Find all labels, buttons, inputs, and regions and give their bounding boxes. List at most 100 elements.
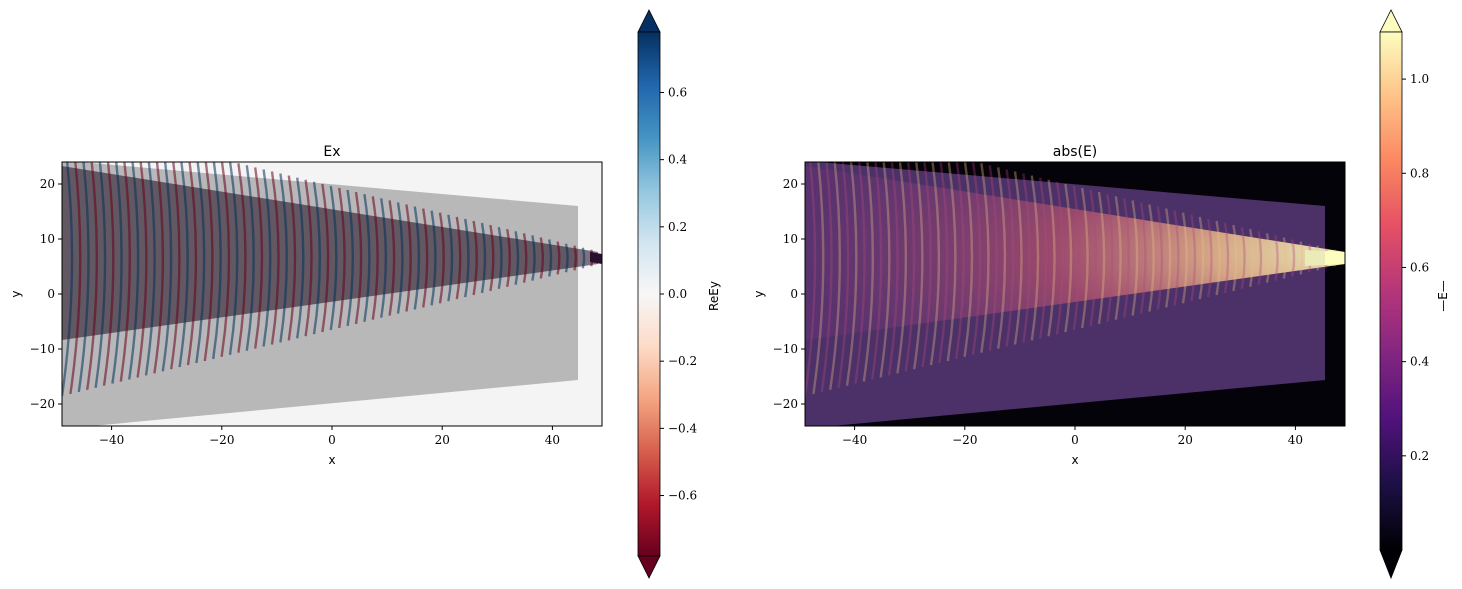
colorbar-tick-label: 0.6 (668, 85, 687, 99)
wavefront (921, 162, 932, 368)
wavefront (220, 162, 231, 357)
wavefront (539, 237, 544, 279)
wavefront (287, 175, 297, 341)
wave-fronts (62, 162, 594, 397)
wavefront (1114, 196, 1122, 320)
wavefront (1055, 181, 1064, 335)
plot-area (62, 162, 602, 426)
wavefront (1291, 239, 1296, 277)
wavefront (69, 162, 82, 395)
wavefront (102, 162, 115, 386)
wavefront (1223, 222, 1230, 294)
wavefront (1139, 202, 1147, 314)
colorbar-reey: −0.6 −0.4 −0.2 0.0 0.2 0.4 0.6 ReEy (637, 9, 721, 579)
wavefront (581, 247, 586, 269)
wavefront (963, 162, 974, 357)
wavefront (946, 162, 957, 362)
wavefront (464, 218, 470, 298)
beam-envelope (805, 166, 1345, 340)
colorbar-gradient (637, 31, 661, 557)
wavefront (1232, 224, 1238, 292)
x-tick-label: −20 (952, 433, 977, 447)
wavefront (203, 162, 214, 362)
colorbar-tick-label: 0.2 (1410, 449, 1429, 463)
wavefront (1173, 210, 1180, 306)
wavefront (153, 162, 165, 374)
y-tick-label: 10 (783, 232, 798, 246)
wavefront (270, 171, 280, 345)
wavefront (971, 162, 982, 355)
colorbar-tick-label: 0.0 (668, 287, 687, 301)
wavefront (489, 224, 495, 292)
wavefront (812, 162, 825, 395)
colorbar-extend-bottom (1379, 549, 1403, 580)
wavefront (144, 162, 156, 376)
x-tick-label: 40 (1288, 433, 1303, 447)
colorbar-tick-label: 0.2 (668, 220, 687, 234)
y-tick-label: 0 (47, 287, 55, 301)
wavefront (879, 162, 891, 378)
wavefront (1123, 198, 1131, 318)
wavefront (845, 162, 858, 386)
wavefront (913, 162, 924, 370)
wavefront (111, 162, 123, 384)
x-tick-label: −40 (842, 433, 867, 447)
wavefront (1190, 214, 1197, 302)
wavefront (212, 162, 222, 360)
wavefront (1030, 175, 1040, 341)
wavefront (178, 162, 189, 368)
wavefront (371, 196, 379, 320)
wavefront (548, 239, 553, 277)
colorbar-tick-label: 0.8 (1410, 166, 1429, 180)
wavefront (1198, 216, 1205, 300)
wavefront (556, 241, 561, 275)
wavefront (354, 191, 363, 325)
wavefront (480, 222, 487, 294)
wavefront (346, 189, 354, 327)
wavefront (1156, 206, 1164, 310)
wavefront (1106, 194, 1114, 322)
y-axis-label: y (9, 290, 23, 297)
wavefront (988, 165, 998, 351)
x-axis-label: x (1071, 453, 1078, 467)
colorbar-tick-label: 0.4 (1410, 355, 1429, 369)
wavefront (1282, 237, 1287, 279)
wavefront (380, 198, 388, 318)
wavefront (1005, 169, 1015, 347)
colorbar-ticks: 0.2 0.4 0.6 0.8 1.0 (1402, 72, 1429, 463)
wavefront (1097, 191, 1106, 325)
x-tick-label: 0 (328, 433, 336, 447)
wavefront (363, 194, 371, 322)
wavefront (62, 162, 74, 397)
wavefront (1215, 220, 1221, 296)
wavefront (228, 162, 239, 355)
wavefront (329, 185, 338, 331)
colorbar-label: —E— (1436, 280, 1450, 312)
focus-spot (1305, 250, 1345, 266)
wavefront (1064, 183, 1073, 333)
wavefront (929, 162, 941, 366)
wavefront (186, 162, 198, 366)
wavefront (829, 162, 841, 390)
chart-title: Ex (323, 144, 340, 160)
wavefront (438, 212, 445, 304)
y-tick-label: −10 (773, 342, 798, 356)
wavefront (862, 162, 874, 382)
wavefront (1089, 189, 1097, 327)
wavefront (472, 220, 478, 296)
colorbar-tick-label: −0.2 (668, 354, 697, 368)
x-tick-label: −20 (209, 433, 234, 447)
wavefront (405, 204, 412, 312)
wavefront (514, 231, 520, 285)
wavefront (1022, 173, 1031, 343)
x-tick-label: 20 (1178, 433, 1193, 447)
wavefront (904, 162, 916, 372)
wavefront (1257, 231, 1263, 285)
wavefront (997, 167, 1007, 349)
wavefront (1081, 187, 1089, 329)
y-axis-label: y (752, 290, 766, 297)
wavefront (1265, 233, 1271, 283)
wavefront (573, 245, 578, 271)
